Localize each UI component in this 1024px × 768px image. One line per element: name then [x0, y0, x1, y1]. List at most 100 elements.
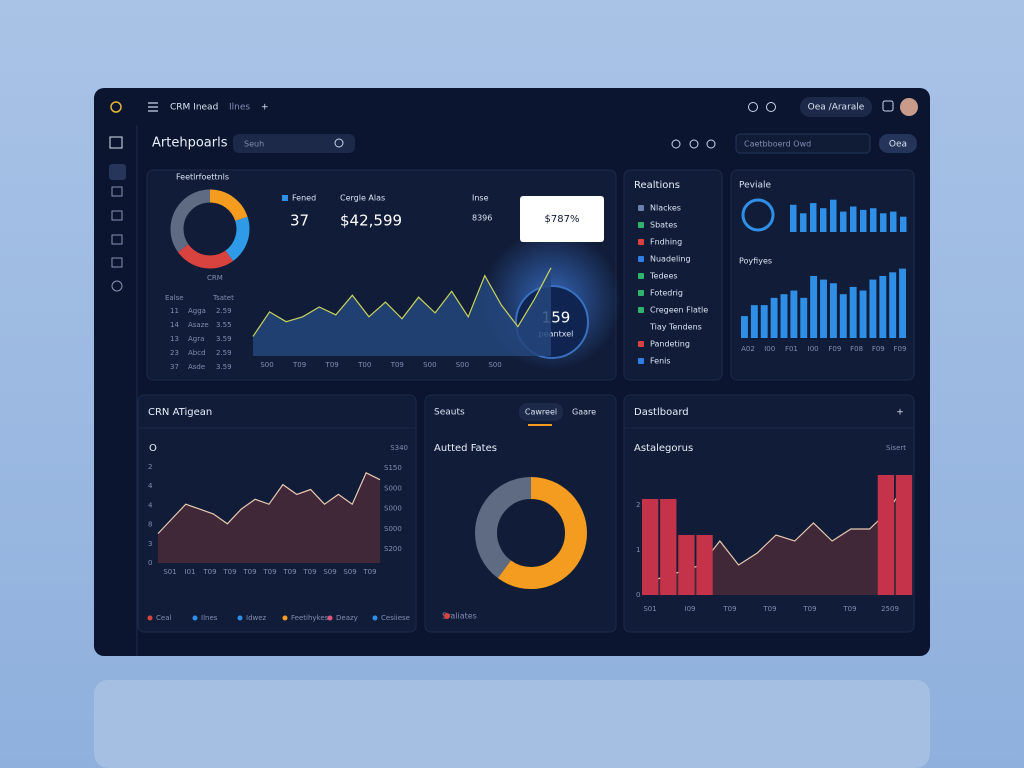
axis-label: S000	[384, 505, 402, 513]
legend-label: Idwez	[246, 614, 267, 622]
table-cell: Agra	[188, 335, 204, 343]
area	[158, 472, 380, 563]
tooltip	[520, 196, 604, 242]
axis-label: 2	[148, 463, 152, 471]
icon[interactable]	[766, 102, 776, 112]
crm-title: CRN ATigean	[148, 407, 212, 418]
bar	[780, 294, 788, 338]
icon[interactable]	[882, 100, 894, 112]
axis-label: 4	[148, 501, 153, 509]
bar	[895, 475, 913, 595]
legend-dot	[327, 615, 333, 621]
nav-icon[interactable]	[111, 210, 123, 221]
relation-item: Nlackes	[650, 204, 681, 213]
icon[interactable]	[689, 139, 699, 149]
axis-label: T09	[262, 568, 276, 576]
axis-label: T09	[390, 361, 404, 369]
icon[interactable]	[748, 102, 758, 112]
legend-label: Feetihykes	[291, 614, 329, 622]
bar	[869, 279, 877, 338]
nav-icon[interactable]	[111, 186, 123, 197]
bar	[870, 208, 877, 232]
table-cell: 3.55	[216, 321, 232, 329]
legend-swatch	[638, 324, 644, 330]
add-button[interactable]: +	[896, 408, 904, 418]
bar	[900, 216, 907, 232]
axis-label: S00	[456, 361, 469, 369]
avatar[interactable]	[900, 98, 918, 116]
profile-subtitle: Poyfiyes	[739, 257, 772, 266]
crm-corner: O	[149, 443, 157, 454]
status-title: Seauts	[434, 408, 465, 418]
axis-label: T09	[242, 568, 256, 576]
bar	[850, 206, 857, 232]
legend-swatch	[638, 341, 644, 347]
menu-icon[interactable]	[148, 102, 158, 112]
table-cell: 3.59	[216, 335, 232, 343]
search-icon	[334, 138, 344, 148]
area	[253, 267, 551, 356]
bar	[810, 275, 818, 338]
bar	[696, 535, 713, 595]
page-title: Artehpoarls	[152, 136, 228, 151]
axis-label: A02	[741, 345, 755, 353]
bar	[678, 535, 695, 595]
app-title: CRM Inead	[170, 103, 218, 113]
legend-label: Ilnes	[201, 614, 218, 622]
status-panel	[424, 394, 617, 633]
nav-icon[interactable]	[111, 280, 123, 292]
relation-item: Tiay Tendens	[649, 323, 702, 332]
search-box[interactable]	[233, 134, 355, 153]
kpi-value: $42,599	[340, 212, 402, 230]
axis-label: F09	[872, 345, 885, 353]
legend-swatch	[638, 205, 644, 211]
dashboard-input[interactable]	[735, 133, 871, 154]
legend-label: Ceal	[156, 614, 171, 622]
icon[interactable]	[671, 139, 681, 149]
axis-label: T09	[222, 568, 236, 576]
bar	[899, 268, 907, 338]
reflection	[94, 680, 930, 768]
relation-item: Fndhing	[650, 238, 682, 247]
donut-segment	[170, 189, 250, 269]
bar	[770, 297, 778, 338]
tooltip-text: $787%	[545, 214, 580, 225]
top-button[interactable]	[800, 97, 872, 117]
axis-label: T09	[722, 605, 736, 613]
relation-item: Fenis	[650, 357, 671, 366]
bar	[840, 211, 847, 232]
legend-swatch	[638, 256, 644, 262]
axis-label: T09	[325, 361, 339, 369]
axis-label: S000	[384, 484, 402, 492]
nav-icon[interactable]	[111, 257, 123, 268]
legend-swatch	[638, 290, 644, 296]
tab-label[interactable]: Gaare	[572, 408, 596, 417]
tab[interactable]: Ilnes	[229, 103, 250, 113]
relations-title: Realtions	[634, 180, 680, 191]
search-placeholder: Seuh	[244, 140, 264, 149]
tab-active[interactable]	[519, 403, 563, 421]
nav-icon[interactable]	[111, 234, 123, 245]
table-cell: Asaze	[188, 321, 209, 329]
relation-item: Pandeting	[650, 340, 690, 349]
axis-label: S200	[384, 545, 402, 553]
donut-label: CRM	[207, 274, 223, 282]
legend-dot	[147, 615, 153, 621]
icon[interactable]	[706, 139, 716, 149]
nav-home[interactable]	[109, 136, 123, 149]
bar	[830, 199, 837, 232]
axis-label: I00	[808, 345, 819, 353]
table-cell: 13	[170, 335, 179, 343]
crm-corner: S340	[390, 444, 408, 452]
bar	[849, 286, 857, 338]
bar	[810, 203, 817, 232]
bar	[642, 499, 659, 595]
nav-active[interactable]	[109, 164, 126, 180]
bar	[800, 297, 808, 338]
tab-label[interactable]: Cawreel	[525, 408, 557, 417]
add-tab[interactable]: +	[261, 103, 269, 113]
bar	[820, 279, 827, 338]
legend-swatch	[638, 222, 644, 228]
header-button[interactable]	[879, 134, 917, 153]
